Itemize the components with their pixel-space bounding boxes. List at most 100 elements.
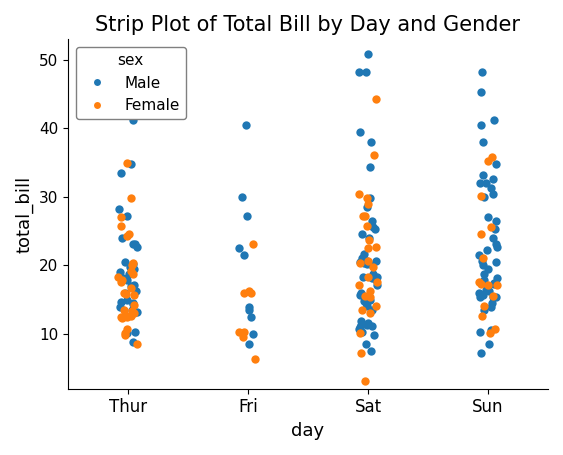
Point: [355, 129, 364, 136]
Point: [485, 340, 494, 348]
Point: [120, 259, 129, 266]
Point: [491, 218, 500, 225]
Point: [126, 263, 135, 270]
Point: [115, 206, 124, 213]
Point: [117, 298, 126, 305]
Point: [244, 307, 253, 314]
Point: [365, 234, 374, 242]
Point: [120, 307, 129, 314]
Point: [479, 138, 488, 146]
Point: [476, 328, 485, 335]
Point: [129, 291, 138, 298]
Point: [117, 222, 126, 230]
Point: [126, 283, 135, 290]
Point: [123, 159, 132, 166]
Point: [360, 297, 369, 304]
Point: [244, 303, 253, 311]
Point: [366, 195, 375, 202]
Point: [484, 266, 493, 273]
Point: [122, 312, 131, 319]
Point: [367, 347, 376, 354]
Point: [357, 307, 366, 314]
Point: [127, 261, 136, 268]
Point: [489, 279, 498, 287]
Point: [356, 349, 365, 356]
Point: [242, 212, 251, 220]
Point: [489, 293, 498, 300]
Point: [477, 280, 486, 288]
Point: [480, 194, 489, 201]
Point: [360, 250, 369, 258]
Point: [118, 276, 127, 283]
Point: [127, 313, 136, 320]
Point: [128, 116, 137, 124]
Point: [238, 194, 247, 201]
Point: [476, 121, 485, 128]
Point: [127, 194, 136, 202]
Point: [477, 313, 486, 320]
Point: [123, 233, 132, 240]
Point: [476, 230, 485, 238]
Point: [365, 287, 374, 294]
Point: [371, 258, 380, 265]
Point: [354, 326, 363, 333]
Point: [366, 296, 375, 303]
Point: [484, 157, 493, 165]
Y-axis label: total_bill: total_bill: [15, 176, 33, 253]
Point: [492, 160, 501, 167]
X-axis label: day: day: [292, 422, 324, 440]
Point: [239, 289, 248, 297]
Point: [357, 328, 366, 335]
Point: [240, 252, 249, 259]
Point: [492, 274, 501, 282]
Point: [130, 301, 139, 308]
Point: [492, 259, 501, 266]
Point: [354, 190, 363, 197]
Point: [356, 330, 365, 337]
Point: [493, 243, 502, 251]
Point: [121, 289, 130, 297]
Point: [372, 279, 381, 286]
Point: [475, 252, 484, 259]
Point: [234, 245, 243, 252]
Point: [356, 324, 365, 331]
Point: [129, 339, 138, 346]
Point: [363, 51, 372, 58]
Point: [129, 240, 138, 248]
Point: [129, 266, 138, 273]
Point: [359, 260, 368, 267]
Point: [123, 296, 132, 303]
Point: [244, 287, 253, 294]
Point: [114, 273, 123, 280]
Point: [365, 164, 374, 171]
Point: [362, 203, 371, 211]
Point: [361, 340, 370, 347]
Point: [479, 291, 488, 298]
Point: [372, 303, 381, 310]
Point: [129, 299, 138, 306]
Point: [247, 289, 256, 297]
Point: [356, 291, 365, 298]
Point: [368, 218, 377, 225]
Point: [479, 306, 488, 313]
Point: [368, 224, 377, 231]
Point: [130, 310, 139, 317]
Point: [363, 303, 372, 310]
Point: [364, 319, 373, 327]
Point: [373, 273, 382, 280]
Point: [117, 279, 126, 286]
Point: [368, 322, 377, 329]
Point: [130, 328, 139, 335]
Point: [491, 226, 500, 233]
Point: [363, 257, 372, 264]
Point: [356, 259, 365, 266]
Point: [115, 268, 124, 276]
Point: [123, 313, 132, 321]
Point: [120, 332, 129, 339]
Point: [132, 340, 141, 347]
Point: [369, 263, 378, 270]
Point: [480, 303, 489, 310]
Point: [117, 169, 126, 177]
Point: [124, 271, 133, 278]
Point: [479, 172, 488, 179]
